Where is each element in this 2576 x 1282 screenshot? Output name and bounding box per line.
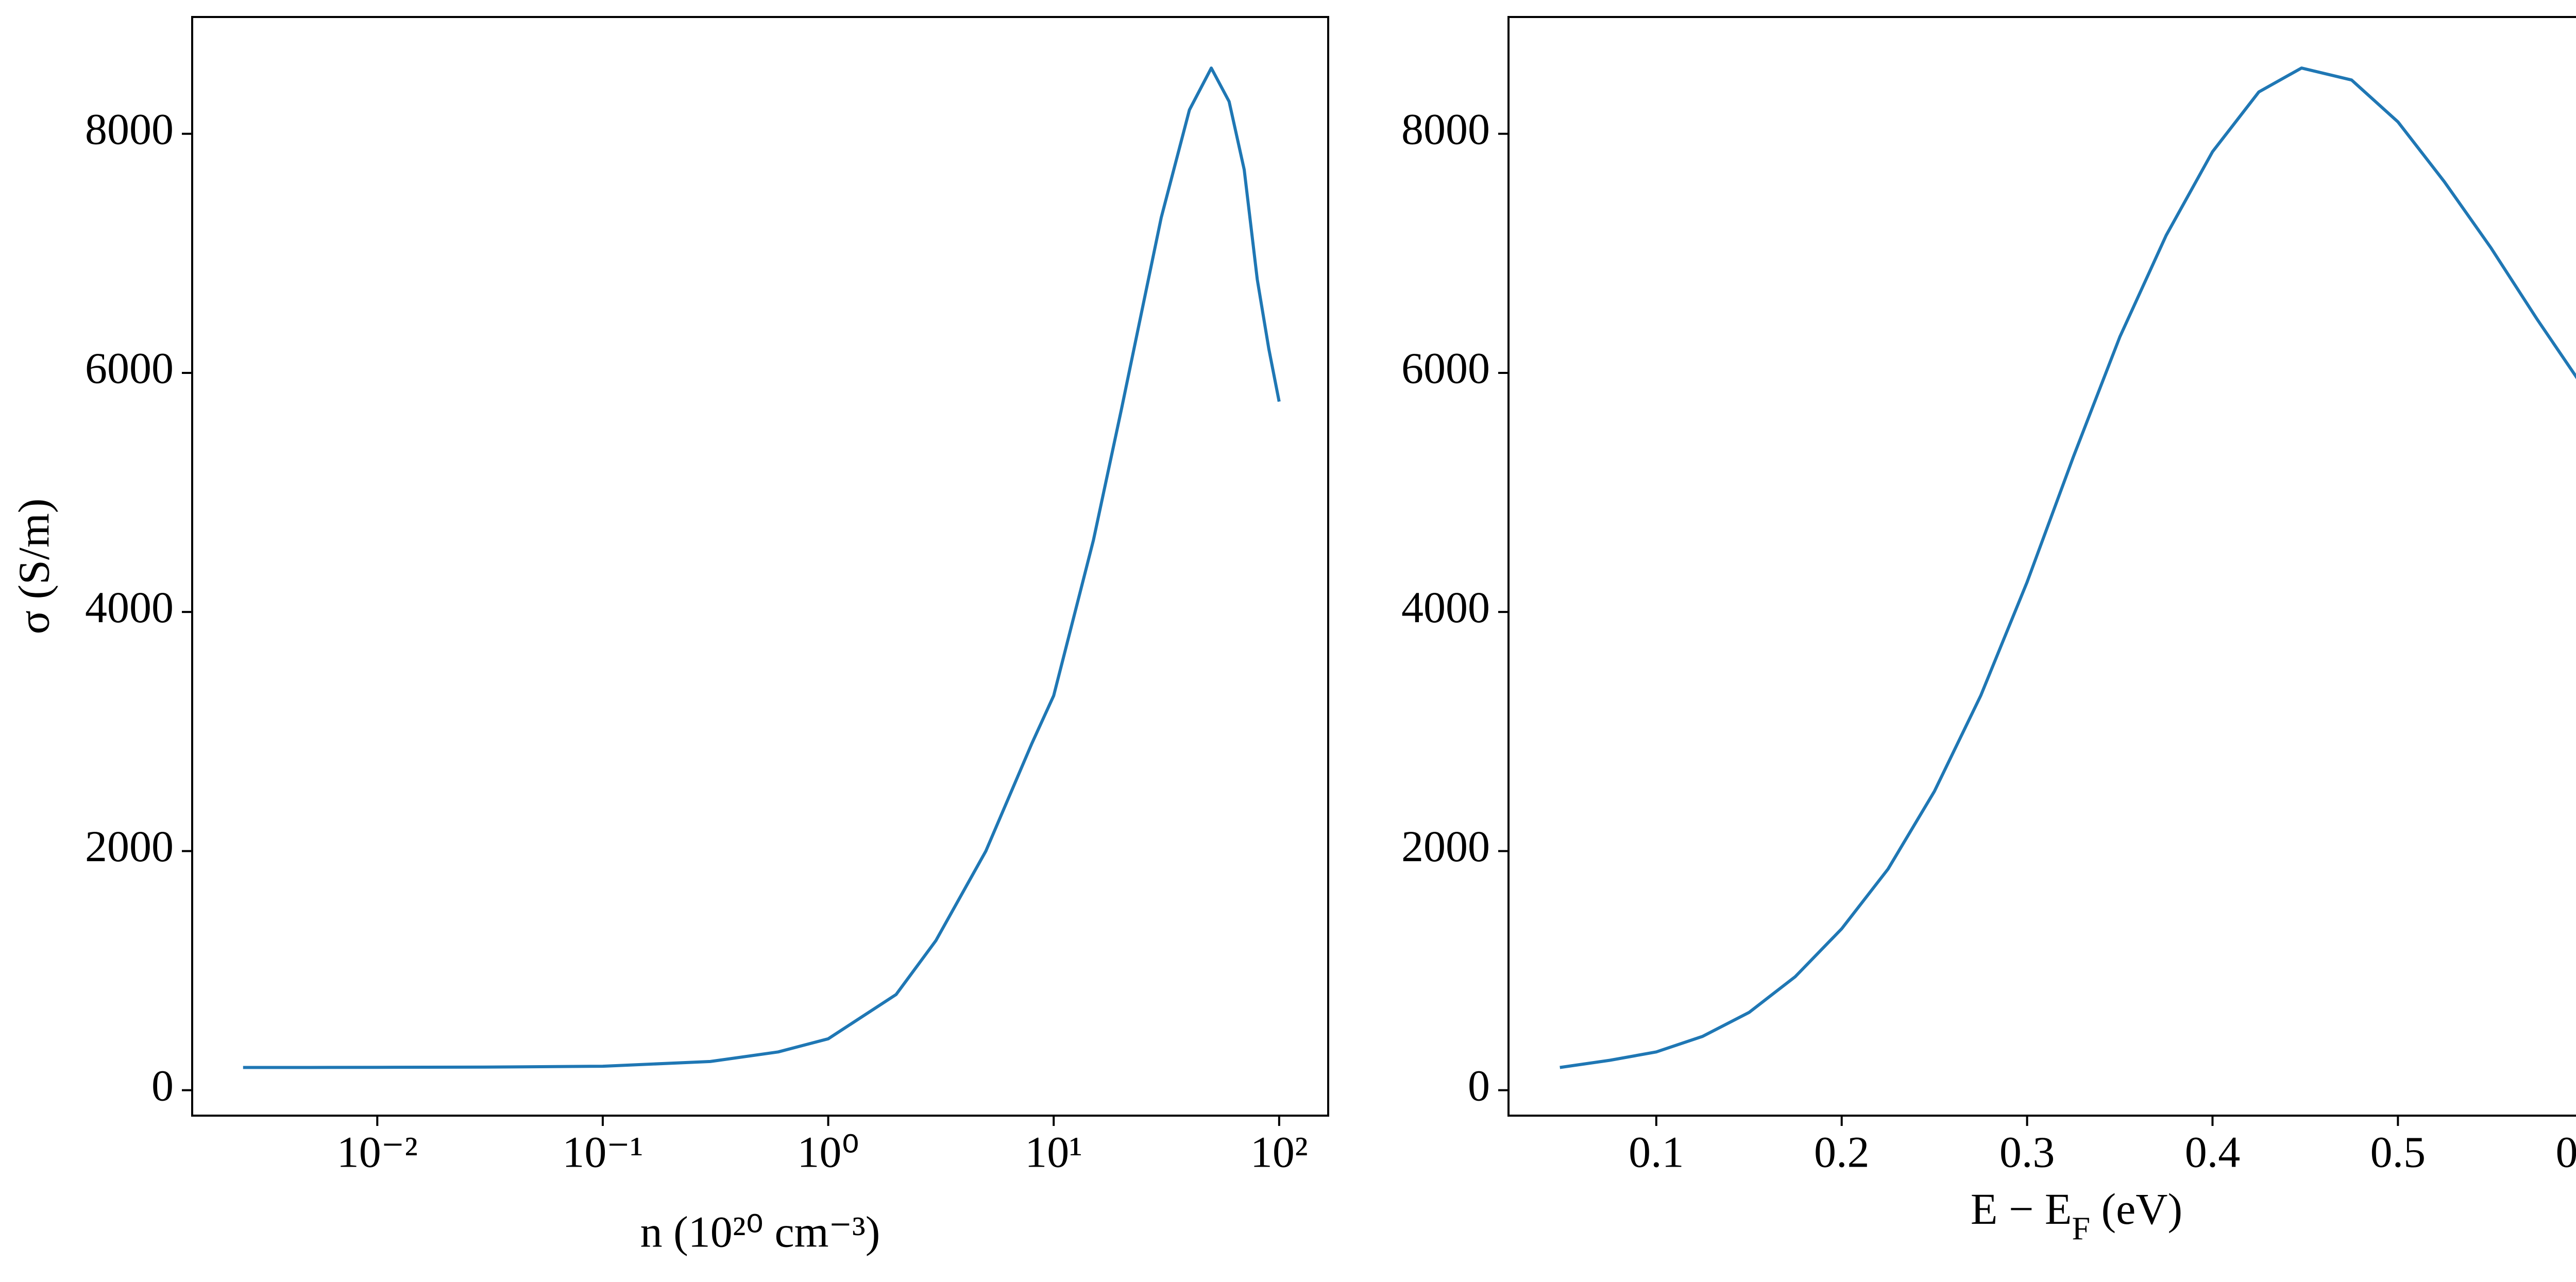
x-tick-label: 0.1 — [1629, 1127, 1684, 1177]
y-tick-label: 4000 — [1401, 583, 1490, 632]
x-tick-label: 10⁻¹ — [562, 1127, 643, 1177]
y-axis-label: σ (S/m) — [9, 499, 59, 635]
data-line — [243, 66, 1281, 1069]
y-tick-label: 0 — [151, 1061, 174, 1110]
x-tick-label: 10⁰ — [797, 1127, 859, 1177]
x-axis-label: n (10²⁰ cm⁻³) — [640, 1207, 880, 1257]
y-tick-label: 6000 — [85, 344, 174, 393]
y-tick-label: 2000 — [85, 822, 174, 871]
data-line — [1560, 66, 2576, 1069]
x-tick-label: 10² — [1250, 1127, 1308, 1177]
x-tick-label: 10¹ — [1025, 1127, 1082, 1177]
y-tick-label: 8000 — [85, 104, 174, 153]
x-tick-label: 0.6 — [2555, 1127, 2576, 1177]
y-tick-label: 8000 — [1401, 104, 1490, 153]
x-tick-label: 0.3 — [1999, 1127, 2055, 1177]
x-tick-label: 10⁻² — [337, 1127, 418, 1177]
y-tick-label: 0 — [1468, 1061, 1490, 1110]
axes-frame — [191, 16, 1329, 1117]
y-tick-label: 4000 — [85, 583, 174, 632]
x-tick-label: 0.4 — [2185, 1127, 2241, 1177]
y-tick-label: 2000 — [1401, 822, 1490, 871]
axes-frame — [1507, 16, 2576, 1117]
x-axis-label: E − EF (eV) — [1971, 1184, 2182, 1246]
y-tick-label: 6000 — [1401, 344, 1490, 393]
x-tick-label: 0.5 — [2370, 1127, 2426, 1177]
x-tick-label: 0.2 — [1814, 1127, 1870, 1177]
